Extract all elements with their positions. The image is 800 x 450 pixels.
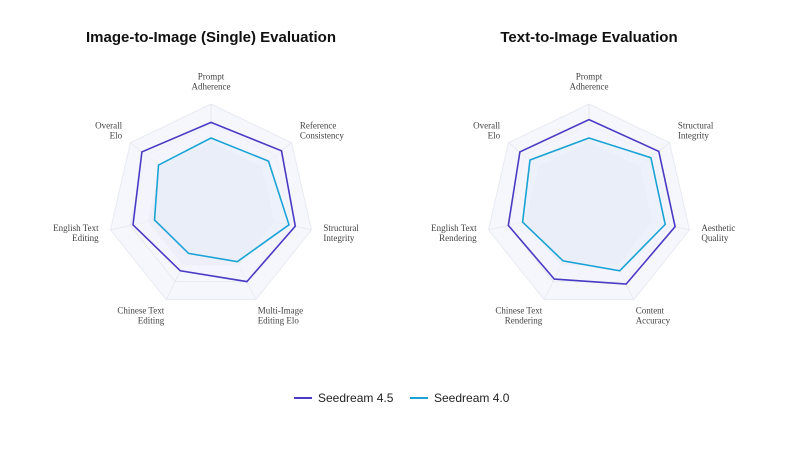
series-polygon-1-1 (521, 137, 667, 272)
axis-label-0-3-1: Editing Elo (258, 315, 300, 325)
axis-label-0-6-1: Elo (110, 130, 123, 140)
axis-label-1-3-0: Content (636, 305, 665, 315)
axis-label-0-3-0: Multi-Image (258, 305, 304, 315)
axis-label-0-2-1: Integrity (323, 233, 354, 243)
axis-label-1-0-0: Prompt (576, 72, 603, 82)
axis-label-1-0-1: Adherence (570, 82, 609, 92)
axis-label-0-1-0: Reference (300, 120, 336, 130)
series-polygon-0-1 (153, 137, 290, 263)
legend-label-1: Seedream 4.0 (434, 391, 510, 405)
axis-label-0-0-0: Prompt (198, 72, 225, 82)
axis-label-1-4-0: Chinese Text (495, 305, 542, 315)
axis-label-0-4-0: Chinese Text (117, 305, 164, 315)
legend-label-0: Seedream 4.5 (318, 391, 394, 405)
axis-label-0-5-0: English Text (53, 223, 99, 233)
chart-title-0: Image-to-Image (Single) Evaluation (86, 29, 336, 46)
axis-label-1-2-0: Aesthetic (701, 223, 735, 233)
axis-label-1-1-1: Integrity (678, 130, 709, 140)
axis-label-1-1-0: Structural (678, 120, 714, 130)
axis-label-0-2-0: Structural (323, 223, 359, 233)
chart-title-1: Text-to-Image Evaluation (500, 29, 677, 46)
axis-label-0-5-1: Editing (72, 233, 99, 243)
axis-label-1-5-1: Rendering (439, 233, 477, 243)
axis-label-1-5-0: English Text (431, 223, 477, 233)
axis-label-0-4-1: Editing (138, 315, 165, 325)
axis-label-1-4-1: Rendering (505, 315, 543, 325)
axis-label-1-2-1: Quality (701, 233, 728, 243)
axis-label-0-0-1: Adherence (192, 82, 231, 92)
axis-label-1-3-1: Accuracy (636, 315, 671, 325)
axis-label-1-6-0: Overall (473, 120, 500, 130)
axis-label-0-1-1: Consistency (300, 130, 344, 140)
axis-label-0-6-0: Overall (95, 120, 122, 130)
axis-label-1-6-1: Elo (488, 130, 501, 140)
